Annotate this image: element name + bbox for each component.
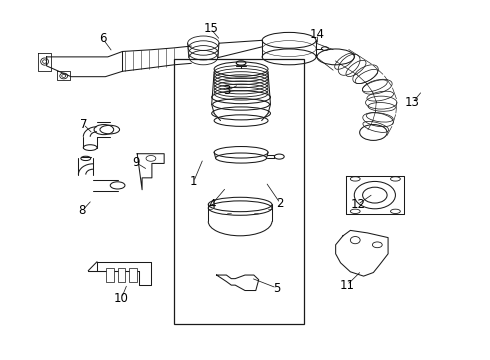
Text: 2: 2 (276, 197, 284, 210)
Text: 6: 6 (99, 32, 107, 45)
Bar (118, 268, 125, 282)
Text: 3: 3 (222, 84, 230, 97)
Text: 5: 5 (273, 282, 281, 294)
Polygon shape (38, 53, 51, 71)
Text: 7: 7 (79, 118, 87, 131)
Polygon shape (346, 176, 404, 214)
Bar (174, 59, 304, 324)
Text: 15: 15 (203, 22, 218, 35)
Polygon shape (217, 275, 259, 291)
Text: 9: 9 (132, 156, 140, 169)
Bar (106, 268, 114, 282)
Text: 11: 11 (340, 279, 354, 292)
Polygon shape (137, 154, 164, 190)
Polygon shape (336, 230, 388, 276)
Text: 14: 14 (310, 28, 325, 41)
Polygon shape (47, 51, 122, 77)
Text: 13: 13 (405, 96, 420, 109)
Text: 10: 10 (114, 292, 129, 305)
Text: 1: 1 (190, 175, 197, 188)
Polygon shape (57, 71, 70, 80)
Text: 8: 8 (78, 204, 86, 217)
Bar (129, 268, 137, 282)
Polygon shape (97, 262, 151, 285)
Text: 4: 4 (208, 198, 216, 211)
Text: 12: 12 (350, 198, 365, 211)
